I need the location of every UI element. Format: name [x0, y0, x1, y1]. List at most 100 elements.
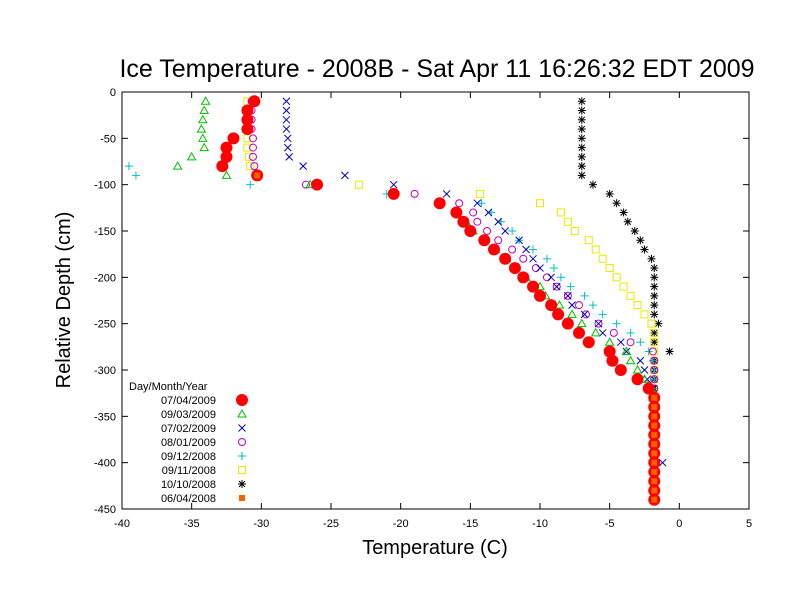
data-point — [473, 199, 482, 208]
y-tick-label: -200 — [94, 272, 116, 284]
data-point — [577, 171, 586, 180]
data-point — [636, 338, 645, 347]
data-point — [651, 478, 658, 485]
data-point — [545, 299, 558, 312]
data-point — [584, 236, 593, 245]
data-point — [577, 162, 586, 171]
data-point — [575, 301, 584, 310]
data-point — [651, 431, 658, 438]
data-point — [640, 310, 649, 319]
y-tick-label: -400 — [94, 458, 116, 470]
data-point — [200, 96, 211, 105]
data-point — [556, 273, 565, 282]
data-point — [650, 366, 659, 374]
data-point — [665, 347, 674, 356]
x-tick-label: -25 — [323, 518, 339, 530]
data-point — [410, 189, 419, 198]
data-point — [636, 236, 645, 245]
data-point — [522, 245, 530, 254]
data-point — [484, 208, 493, 217]
y-tick-label: -250 — [94, 319, 116, 331]
legend-marker — [237, 408, 247, 418]
data-point — [515, 236, 523, 245]
data-point — [590, 327, 601, 337]
data-point — [534, 289, 546, 302]
data-point — [566, 282, 575, 291]
y-tick-label: -300 — [94, 365, 116, 377]
legend-label: 10/10/2008 — [161, 479, 216, 491]
data-point — [248, 134, 257, 143]
legend-marker — [236, 394, 248, 406]
data-point — [621, 346, 632, 355]
data-point — [282, 97, 291, 106]
data-point — [220, 141, 233, 154]
data-point — [494, 236, 503, 245]
data-point — [650, 338, 659, 347]
data-point — [529, 254, 537, 263]
data-point — [457, 215, 470, 228]
data-point — [483, 227, 492, 235]
data-point — [552, 282, 561, 291]
data-point — [650, 375, 659, 384]
legend-label: 09/03/2009 — [161, 409, 216, 421]
data-point — [616, 338, 625, 347]
legend-label: 06/04/2008 — [161, 493, 216, 505]
data-point — [650, 291, 659, 300]
data-point — [658, 458, 667, 467]
data-point — [651, 441, 658, 448]
data-point — [625, 355, 636, 365]
data-point — [244, 152, 253, 161]
data-point — [248, 95, 261, 108]
data-point — [499, 252, 512, 265]
legend: Day/Month/Year 07/04/2009 09/03/2009 07/02… — [129, 381, 248, 505]
data-point — [354, 180, 363, 189]
data-point — [650, 328, 659, 337]
data-point — [651, 496, 658, 503]
data-point — [588, 180, 597, 189]
legend-marker — [238, 452, 246, 460]
x-tick-label: -35 — [184, 518, 200, 530]
data-point — [612, 319, 621, 328]
data-point — [285, 153, 294, 161]
data-point — [241, 104, 254, 117]
data-point — [199, 142, 210, 152]
data-point — [623, 217, 632, 226]
data-point — [564, 292, 572, 300]
data-point — [650, 301, 659, 310]
x-tick-label: -10 — [532, 518, 548, 530]
x-tick-label: 5 — [746, 518, 752, 530]
data-point — [501, 227, 510, 235]
data-point — [612, 199, 621, 208]
data-point — [556, 208, 565, 217]
data-point — [619, 282, 628, 291]
data-point — [633, 301, 642, 310]
data-point — [469, 208, 478, 217]
data-point — [241, 113, 254, 126]
data-point — [220, 150, 233, 163]
data-point — [626, 328, 635, 337]
data-point — [473, 217, 482, 226]
data-point — [630, 227, 639, 235]
data-point — [609, 328, 618, 337]
data-point — [651, 422, 658, 429]
data-point — [477, 199, 486, 208]
data-point — [626, 291, 635, 300]
data-point — [573, 326, 586, 339]
data-point — [529, 245, 538, 254]
data-point — [576, 318, 587, 328]
x-tick-label: -30 — [253, 518, 269, 530]
x-tick-label: 0 — [676, 518, 682, 530]
data-point — [650, 273, 659, 282]
data-point — [598, 254, 607, 263]
data-point — [246, 162, 255, 171]
x-tick-label: -15 — [462, 518, 478, 530]
data-point — [650, 375, 659, 384]
data-point — [651, 413, 658, 420]
data-point — [508, 245, 517, 254]
data-point — [552, 282, 561, 291]
y-tick-label: 0 — [110, 87, 116, 99]
data-point — [648, 356, 657, 365]
data-point — [531, 264, 540, 273]
data-point — [648, 347, 657, 356]
